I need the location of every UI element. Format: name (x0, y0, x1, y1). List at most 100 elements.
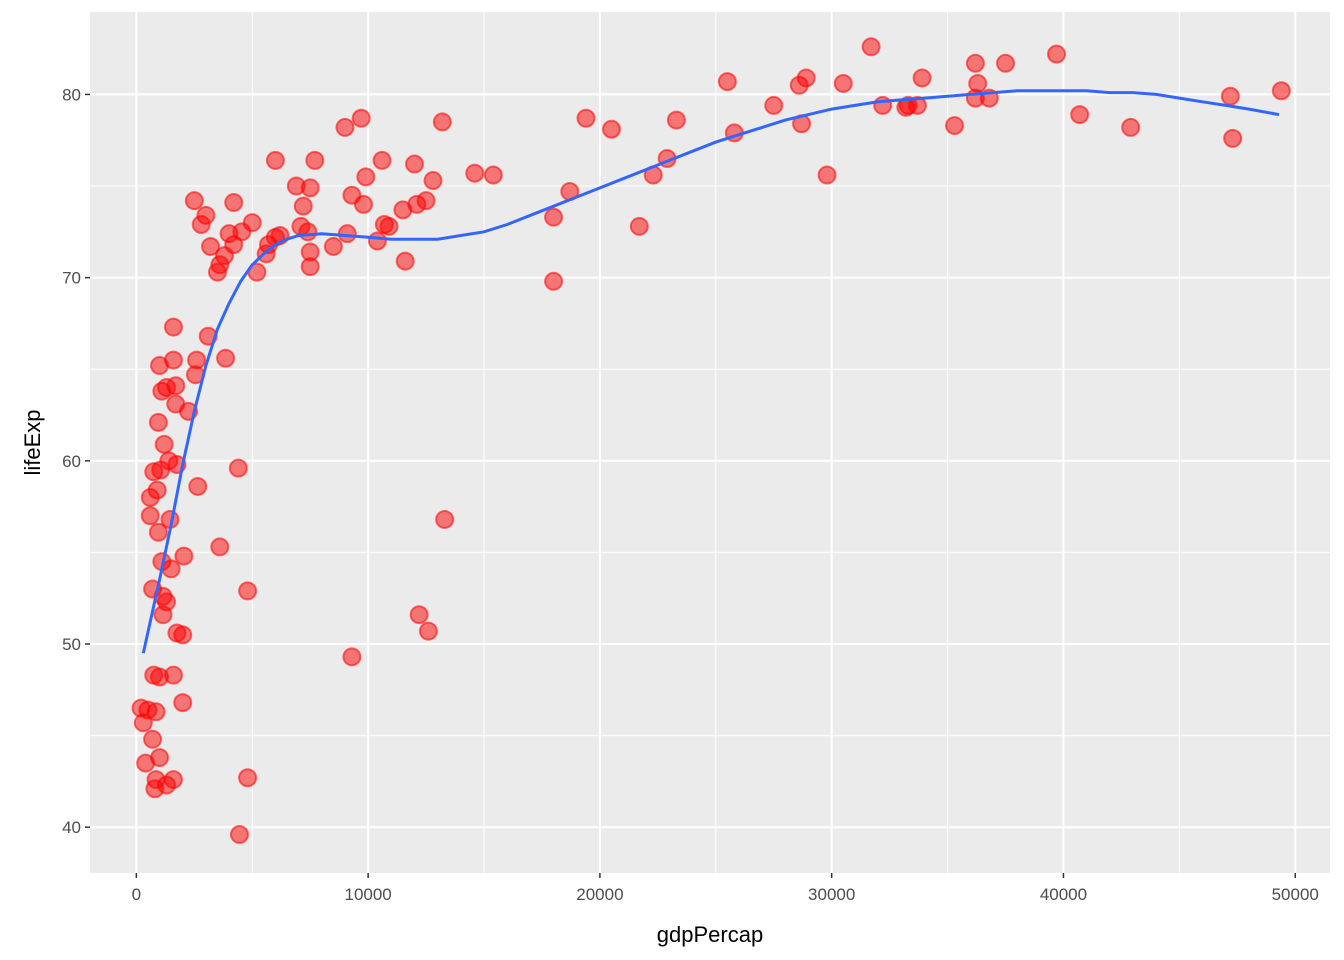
x-axis-title: gdpPercap (657, 922, 763, 947)
data-point (1223, 128, 1243, 148)
data-point (300, 257, 320, 277)
data-point (161, 559, 181, 579)
data-point (163, 770, 183, 790)
data-point (166, 376, 186, 396)
data-point (465, 163, 485, 183)
data-point (143, 729, 163, 749)
data-point (148, 412, 168, 432)
data-point (148, 522, 168, 542)
data-point (965, 53, 985, 73)
data-point (305, 150, 325, 170)
data-point (717, 72, 737, 92)
major-gridlines (90, 12, 1330, 873)
data-point (228, 458, 248, 478)
trend-line (141, 89, 1280, 654)
data-point (796, 68, 816, 88)
data-point (576, 108, 596, 128)
data-point (379, 216, 399, 236)
data-point (418, 621, 438, 641)
data-point (416, 191, 436, 211)
data-point (163, 350, 183, 370)
data-point (216, 348, 236, 368)
y-tick-label: 50 (62, 635, 81, 654)
data-point (150, 748, 170, 768)
data-point (432, 112, 452, 132)
data-point (187, 350, 207, 370)
data-point (201, 236, 221, 256)
x-tick-label: 50000 (1272, 885, 1319, 904)
data-point (395, 251, 415, 271)
y-tick-label: 80 (62, 85, 81, 104)
data-point (1271, 81, 1291, 101)
data-point (140, 506, 160, 526)
data-point (483, 165, 503, 185)
data-point (996, 53, 1016, 73)
data-point (323, 236, 343, 256)
x-axis: 0 10000 20000 30000 40000 50000 (132, 873, 1319, 904)
data-point (265, 150, 285, 170)
data-point (293, 196, 313, 216)
data-point (1121, 117, 1141, 137)
data-point (173, 625, 193, 645)
data-point (300, 178, 320, 198)
x-tick-label: 10000 (344, 885, 391, 904)
data-point (629, 216, 649, 236)
x-tick-label: 0 (132, 885, 141, 904)
data-point (163, 665, 183, 685)
data-point (367, 231, 387, 251)
data-point (817, 165, 837, 185)
data-point (196, 205, 216, 225)
data-point (351, 108, 371, 128)
data-point (146, 702, 166, 722)
data-point (544, 207, 564, 227)
data-point (409, 605, 429, 625)
data-point (147, 480, 167, 500)
data-point (229, 825, 249, 845)
data-point (184, 191, 204, 211)
data-point (173, 693, 193, 713)
data-point (238, 768, 258, 788)
data-point (945, 116, 965, 136)
y-tick-label: 40 (62, 818, 81, 837)
data-points (131, 37, 1291, 845)
data-point (764, 95, 784, 115)
data-point (188, 476, 208, 496)
data-point (833, 73, 853, 93)
data-point (1070, 105, 1090, 125)
data-point (372, 150, 392, 170)
data-point (156, 592, 176, 612)
data-point (968, 73, 988, 93)
minor-gridlines (90, 12, 1330, 873)
data-point (337, 224, 357, 244)
data-point (861, 37, 881, 57)
data-point (154, 434, 174, 454)
x-tick-label: 40000 (1040, 885, 1087, 904)
data-point (242, 213, 262, 233)
y-tick-label: 70 (62, 269, 81, 288)
data-point (544, 271, 564, 291)
data-point (1047, 44, 1067, 64)
data-point (224, 193, 244, 213)
data-point (335, 117, 355, 137)
data-point (356, 167, 376, 187)
data-point (174, 546, 194, 566)
data-point (210, 537, 230, 557)
data-point (238, 581, 258, 601)
data-point (342, 647, 362, 667)
data-point (353, 194, 373, 214)
y-tick-label: 60 (62, 452, 81, 471)
data-point (163, 317, 183, 337)
y-axis-title: lifeExp (20, 409, 45, 475)
data-point (298, 222, 318, 242)
data-point (666, 110, 686, 130)
data-point (907, 95, 927, 115)
data-point (1220, 86, 1240, 106)
x-tick-label: 20000 (576, 885, 623, 904)
plot-panel (90, 12, 1330, 873)
y-axis: 40 50 60 70 80 (62, 85, 90, 837)
data-point (404, 154, 424, 174)
data-point (423, 171, 443, 191)
data-point (601, 119, 621, 139)
data-point (435, 509, 455, 529)
